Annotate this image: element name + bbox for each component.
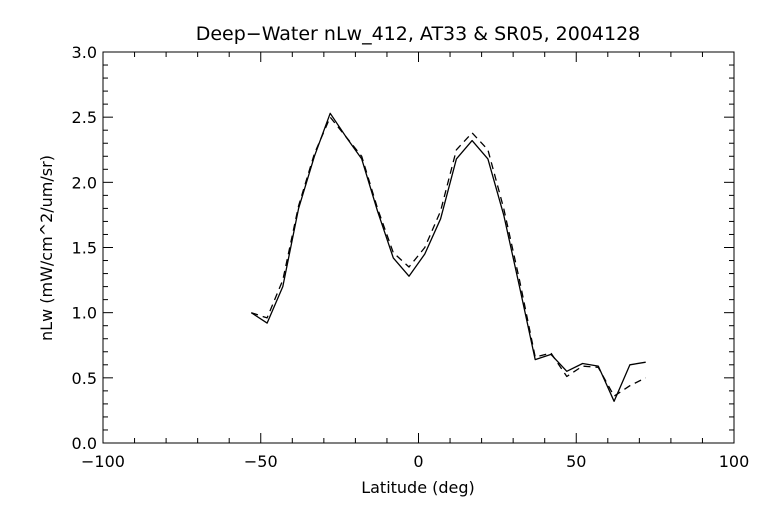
x-tick-label: 100 [719, 452, 750, 471]
y-axis-label: nLw (mW/cm^2/um/sr) [37, 155, 56, 341]
x-tick-label: 0 [413, 452, 423, 471]
y-tick-label: 2.5 [72, 108, 97, 127]
y-tick-label: 1.0 [72, 304, 97, 323]
chart-title: Deep−Water nLw_412, AT33 & SR05, 2004128 [196, 23, 641, 45]
x-tick-label: −50 [244, 452, 278, 471]
series-group [250, 112, 646, 402]
y-tick-labels: 0.0 0.5 1.0 1.5 2.0 2.5 3.0 [72, 43, 97, 453]
y-tick-marks [103, 51, 734, 444]
series-line-dashed [251, 116, 646, 397]
y-tick-label: 0.5 [72, 369, 97, 388]
y-tick-label: 1.5 [72, 239, 97, 258]
x-axis-label: Latitude (deg) [361, 478, 475, 497]
y-tick-label: 3.0 [72, 43, 97, 62]
x-tick-label: −100 [81, 452, 125, 471]
x-tick-marks [102, 52, 735, 443]
y-tick-label: 2.0 [72, 173, 97, 192]
y-tick-label: 0.0 [72, 434, 97, 453]
x-tick-label: 50 [566, 452, 586, 471]
x-tick-labels: −100 −50 0 50 100 [81, 452, 749, 471]
